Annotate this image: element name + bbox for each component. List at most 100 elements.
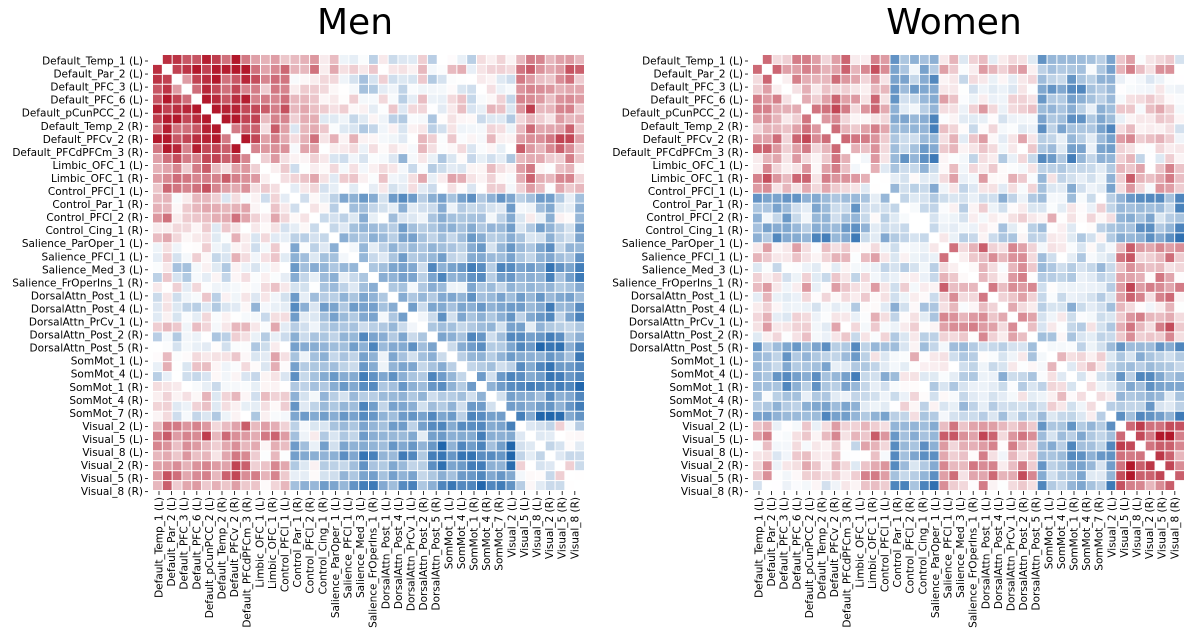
heatmap-cell (369, 154, 378, 163)
heatmap-cell (782, 64, 792, 74)
heatmap-cell (890, 382, 900, 391)
heatmap-cell (988, 273, 998, 282)
heatmap-cell (831, 302, 841, 312)
heatmap-cell (221, 282, 231, 292)
heatmap-cell (821, 134, 831, 144)
heatmap-cell (280, 471, 290, 481)
heatmap-cell (1047, 203, 1057, 213)
heatmap-cell (1047, 401, 1057, 411)
heatmap-cell (172, 74, 182, 84)
heatmap-cell (526, 173, 535, 183)
heatmap-cell (388, 164, 398, 173)
heatmap-cell (1135, 352, 1145, 362)
heatmap-cell (870, 461, 880, 471)
heatmap-cell (1027, 451, 1037, 461)
heatmap-cell (349, 233, 359, 243)
heatmap-cell (506, 94, 516, 104)
heatmap-cell (1027, 391, 1037, 401)
heatmap-cell (821, 292, 831, 302)
heatmap-cell (782, 55, 792, 64)
heatmap-cell (221, 223, 231, 233)
heatmap-cell (388, 213, 398, 223)
heatmap-cell (457, 213, 467, 223)
heatmap-cell (1165, 253, 1175, 263)
heatmap-cell (241, 451, 251, 461)
heatmap-cell (1077, 203, 1086, 213)
heatmap-cell (1047, 183, 1057, 193)
heatmap-cell (447, 332, 457, 342)
heatmap-cell (753, 302, 762, 312)
heatmap-cell (1008, 401, 1018, 411)
heatmap-cell (575, 223, 584, 233)
heatmap-cell (467, 243, 476, 253)
heatmap-cell (369, 391, 378, 401)
heatmap-cell (388, 273, 398, 282)
x-tick-label: DorsalAttn_Post_2 (R) (418, 497, 430, 611)
heatmap-cell (437, 481, 447, 490)
heatmap-cell (535, 164, 545, 173)
heatmap-cell (1106, 104, 1116, 114)
heatmap-cell (900, 322, 910, 332)
heatmap-cell (329, 223, 339, 233)
heatmap-cell (192, 263, 202, 272)
heatmap-cell (506, 421, 516, 431)
heatmap-cell (398, 401, 408, 411)
heatmap-cell (851, 263, 860, 272)
heatmap-cell (202, 451, 211, 461)
heatmap-cell (545, 451, 555, 461)
heatmap-cell (477, 64, 486, 74)
heatmap-cell (172, 411, 182, 421)
heatmap-cell (369, 332, 378, 342)
heatmap-cell (1145, 164, 1155, 173)
heatmap-cell (300, 401, 310, 411)
heatmap-cell (280, 302, 290, 312)
heatmap-cell (516, 193, 526, 203)
heatmap-cell (1037, 481, 1047, 490)
heatmap-cell (969, 213, 978, 223)
heatmap-cell (782, 154, 792, 163)
heatmap-cell (1175, 213, 1184, 223)
heatmap-cell (1096, 322, 1106, 332)
heatmap-cell (319, 372, 329, 381)
heatmap-cell (369, 451, 378, 461)
heatmap-cell (153, 253, 162, 263)
heatmap-cell (919, 243, 929, 253)
heatmap-cell (1077, 382, 1086, 391)
heatmap-cell (565, 421, 575, 431)
heatmap-cell (1067, 282, 1076, 292)
heatmap-cell (831, 471, 841, 481)
heatmap-cell (408, 223, 418, 233)
heatmap-cell (1057, 441, 1067, 451)
heatmap-cell (1116, 342, 1126, 352)
heatmap-cell (910, 243, 919, 253)
heatmap-cell (241, 362, 251, 372)
heatmap-cell (1086, 55, 1096, 64)
heatmap-cell (988, 104, 998, 114)
heatmap-cell (1175, 104, 1184, 114)
heatmap-cell (526, 164, 535, 173)
heatmap-cell (516, 411, 526, 421)
heatmap-cell (526, 104, 535, 114)
heatmap-cell (535, 124, 545, 134)
heatmap-cell (300, 253, 310, 263)
heatmap-cell (506, 173, 516, 183)
x-tick-label: Salience_Med_3 (L) (355, 497, 367, 598)
heatmap-cell (457, 372, 467, 381)
heatmap-cell (1067, 441, 1076, 451)
heatmap-cell (477, 183, 486, 193)
heatmap-cell (526, 64, 535, 74)
heatmap-cell (418, 382, 427, 391)
heatmap-cell (437, 461, 447, 471)
heatmap-cell (1165, 173, 1175, 183)
heatmap-cell (526, 154, 535, 163)
heatmap-cell (202, 104, 211, 114)
heatmap-cell (408, 362, 418, 372)
heatmap-cell (251, 203, 260, 213)
heatmap-cell (1047, 64, 1057, 74)
heatmap-cell (378, 401, 388, 411)
heatmap-cell (1135, 104, 1145, 114)
heatmap-cell (1106, 401, 1116, 411)
heatmap-cell (1175, 282, 1184, 292)
heatmap-cell (388, 411, 398, 421)
y-tick-label: Default_PFCdPFCm_3 (R) (612, 147, 743, 159)
